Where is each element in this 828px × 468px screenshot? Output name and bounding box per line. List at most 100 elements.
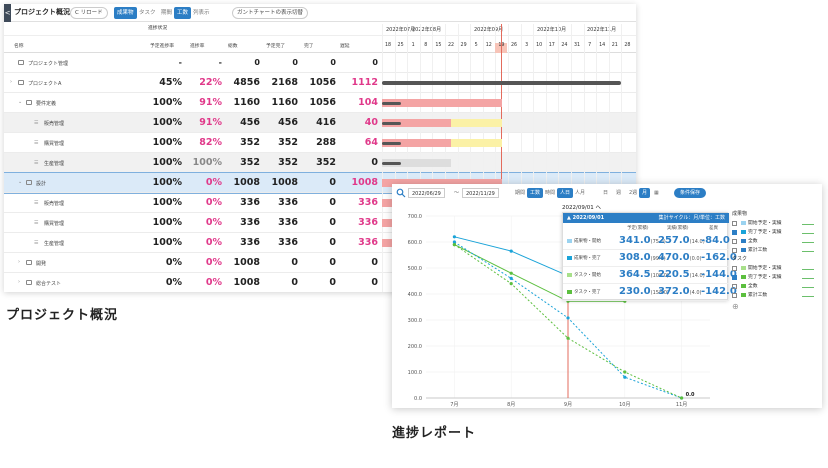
unit-tab-0[interactable]: 期間 [515,190,526,196]
plan-sub: (75.0) [650,239,666,245]
gantt-bar[interactable] [451,139,502,147]
gantt-bar[interactable] [382,161,401,165]
legend-item[interactable]: 全数 [732,237,818,246]
cell-plan: - [178,58,182,67]
gantt-bar[interactable] [382,99,502,107]
gantt-bar[interactable] [382,179,502,187]
legend-group-tasks: タスク [732,256,748,262]
legend-checkbox[interactable] [732,230,737,235]
cell-planned_done: 1008 [271,177,298,188]
cell-delay: 336 [358,197,378,208]
gantt-bar[interactable] [382,121,401,125]
legend-checkbox[interactable] [732,275,737,280]
cell-planned_done: 352 [278,157,298,168]
cell-done: 0 [329,197,336,208]
save-condition-button[interactable]: 条件保存 [674,188,707,198]
actual-value: 257.0 [658,235,690,246]
legend-item[interactable]: 開始予定・実績 [732,219,818,228]
legend-swatch [741,238,746,243]
back-button[interactable]: < [4,4,11,22]
date-from-input[interactable]: 2022/06/29 [408,188,445,198]
gantt-grid-line [608,24,610,292]
gantt-bar[interactable] [382,139,452,147]
legend-item[interactable]: 全数 [732,282,818,291]
legend-group-deliverables: 成果物 [732,211,748,217]
date-to-input[interactable]: 2022/11/29 [462,188,499,198]
calendar-icon[interactable]: ▦ [654,190,659,196]
popup-row-label: 成果物・開始 [567,238,601,244]
chevron-icon[interactable]: › [10,79,12,85]
gantt-bar[interactable] [451,119,502,127]
unit-tab-1[interactable]: 工数 [527,188,544,198]
tab-1[interactable]: タスク [139,10,156,16]
gantt-grid-line [482,24,484,292]
legend-checkbox[interactable] [732,239,737,244]
gantt-toggle-button[interactable]: ガントチャートの表示切替 [232,7,308,19]
gantt-day: 26 [510,43,518,48]
table-row[interactable]: ☰ 購買管理 100% 82% 352 352 288 64 [4,133,636,153]
tab-0[interactable]: 成果物 [114,7,137,19]
table-row[interactable]: ☰ 販売管理 100% 91% 456 456 416 40 [4,113,636,133]
table-row[interactable]: ⌄ 要件定義 100% 91% 1160 1160 1056 104 [4,93,636,113]
popup-row-label: 成果物・完了 [567,255,601,261]
unit-tab-3[interactable]: 人日 [557,188,574,198]
gantt-bar[interactable] [382,159,452,167]
popup-row: 成果物・開始 341.0(75.0) 257.0(14.0) -84.0 [563,232,730,250]
gantt-bar[interactable] [382,101,401,105]
table-row[interactable]: › プロジェクトA 45% 22% 4856 2168 1056 1112 [4,73,636,93]
gantt-bar[interactable] [382,119,452,127]
legend-checkbox[interactable] [732,284,737,289]
reload-button[interactable]: C リロード [70,7,108,19]
period-tab-0[interactable]: 日 [603,190,609,196]
x-tick-label: 11月 [676,402,687,408]
popup-plan-value: 308.0(99.0) [619,252,666,263]
unit-tab-4[interactable]: 人月 [575,190,586,196]
cell-planned_done: 0 [291,257,298,268]
legend-item[interactable]: 完了予定・実績 [732,228,818,237]
legend-item[interactable]: 累計工数 [732,246,818,255]
chevron-icon[interactable]: › [18,279,20,285]
chevron-icon[interactable]: › [18,259,20,265]
range-separator: 〜 [454,190,460,196]
actual-value: 372.0 [658,286,690,297]
gantt-bar[interactable] [382,81,622,85]
chevron-icon[interactable]: ⌄ [18,99,23,105]
legend-swatch [741,229,746,234]
table-row[interactable]: › 開発 0% 0% 1008 0 0 0 [4,253,636,273]
legend-checkbox[interactable] [732,221,737,226]
cell-plan: 100% [152,177,182,188]
gantt-month-4: 2022年11月 [587,27,617,33]
legend-item[interactable]: 累計工数 [732,291,818,300]
tab-2[interactable]: 期間 [161,10,173,16]
cell-done: 0 [329,177,336,188]
legend-checkbox[interactable] [732,293,737,298]
legend-item[interactable]: 開始予定・実績 [732,264,818,273]
table-row[interactable]: ☰ 販売管理 100% 0% 336 336 0 336 [4,193,636,213]
cell-done: 352 [316,157,336,168]
period-tab-2[interactable]: 2週 [629,190,638,196]
gantt-grid-line [520,24,522,292]
unit-tab-2[interactable]: 時間 [545,190,556,196]
table-row[interactable]: ☰ 生産管理 100% 100% 352 352 352 0 [4,153,636,173]
table-row[interactable]: ☰ 購買管理 100% 0% 336 336 0 336 [4,213,636,233]
cell-delay: 1008 [351,177,378,188]
search-icon[interactable] [396,188,406,198]
period-tab-3[interactable]: 月 [639,188,651,198]
table-row[interactable]: プロジェクト管理 - - 0 0 0 0 [4,53,636,73]
actual-sub: (0.0) [689,256,702,262]
legend-item[interactable]: 完了予定・実績 [732,273,818,282]
tab-4[interactable]: 列表示 [193,10,210,16]
cell-total: 456 [240,117,260,128]
table-row[interactable]: ☰ 生産管理 100% 0% 336 336 0 336 [4,233,636,253]
legend-checkbox[interactable] [732,248,737,253]
table-row[interactable]: › 総合テスト 0% 0% 1008 0 0 0 [4,273,636,292]
period-tab-1[interactable]: 週 [616,190,622,196]
legend-swatch [741,265,746,270]
legend-checkbox[interactable] [732,266,737,271]
tab-3[interactable]: 工数 [174,7,192,19]
chevron-icon[interactable]: ⌄ [18,179,23,185]
popup-row-label: タスク・完了 [567,289,601,295]
gantt-bar[interactable] [382,141,401,145]
plus-icon[interactable]: ⊕ [732,302,739,311]
column-header-2: 進捗率 [190,44,205,49]
